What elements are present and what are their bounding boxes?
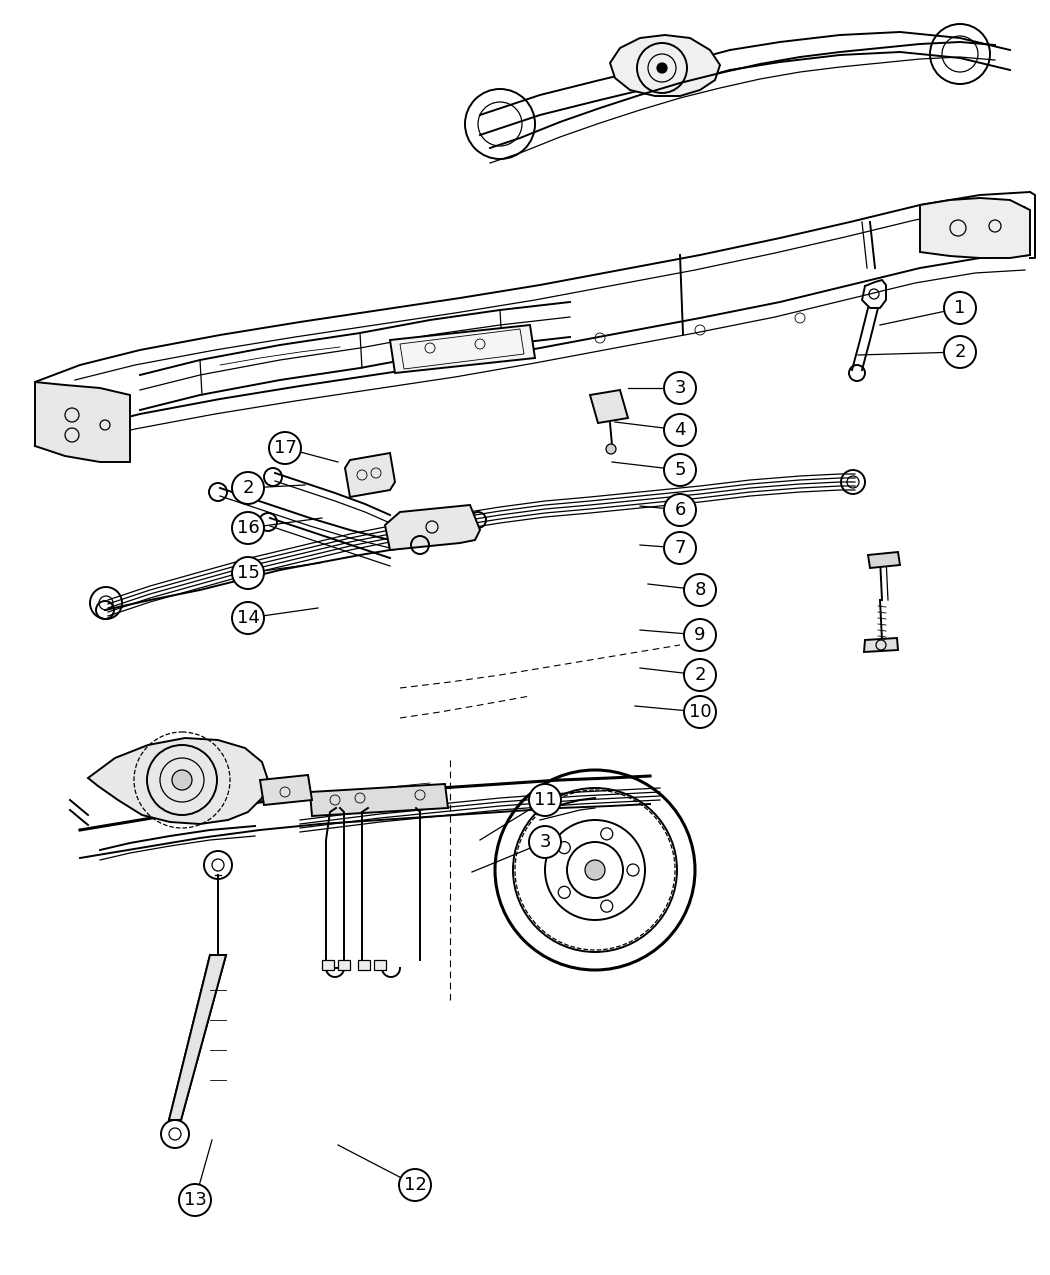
Text: 13: 13	[184, 1191, 207, 1209]
Circle shape	[657, 62, 667, 73]
Circle shape	[684, 659, 716, 691]
Circle shape	[172, 770, 192, 790]
Polygon shape	[88, 738, 268, 824]
Circle shape	[232, 557, 264, 589]
Polygon shape	[35, 382, 130, 462]
Bar	[338, 960, 350, 970]
Polygon shape	[310, 784, 448, 816]
Circle shape	[664, 532, 696, 564]
Polygon shape	[590, 390, 628, 423]
Text: 2: 2	[694, 666, 706, 683]
Text: 3: 3	[540, 833, 551, 850]
Circle shape	[585, 861, 605, 880]
Circle shape	[399, 1169, 430, 1201]
Circle shape	[684, 696, 716, 728]
Circle shape	[232, 513, 264, 544]
Circle shape	[559, 886, 570, 899]
Polygon shape	[390, 325, 536, 374]
Text: 7: 7	[674, 539, 686, 557]
Text: 12: 12	[403, 1176, 426, 1193]
Text: 16: 16	[236, 519, 259, 537]
Bar	[374, 960, 386, 970]
Text: 9: 9	[694, 626, 706, 644]
Circle shape	[944, 292, 977, 324]
Text: 17: 17	[274, 439, 296, 456]
Circle shape	[684, 574, 716, 606]
Polygon shape	[385, 505, 480, 550]
Text: 2: 2	[954, 343, 966, 361]
Circle shape	[664, 414, 696, 446]
Circle shape	[232, 602, 264, 634]
Circle shape	[684, 618, 716, 652]
Text: 11: 11	[533, 790, 556, 810]
Circle shape	[559, 842, 570, 854]
Polygon shape	[610, 34, 720, 96]
Text: 6: 6	[674, 501, 686, 519]
Polygon shape	[864, 638, 898, 652]
Bar	[358, 960, 370, 970]
Text: 1: 1	[954, 300, 966, 317]
Polygon shape	[345, 453, 395, 497]
Circle shape	[664, 493, 696, 527]
Bar	[50, 430, 75, 440]
Text: 3: 3	[674, 379, 686, 397]
Circle shape	[269, 432, 301, 464]
Polygon shape	[169, 955, 226, 1119]
Text: 4: 4	[674, 421, 686, 439]
Circle shape	[944, 337, 977, 368]
Circle shape	[529, 826, 561, 858]
Text: 8: 8	[694, 581, 706, 599]
Circle shape	[178, 1184, 211, 1216]
Text: 2: 2	[243, 479, 254, 497]
Circle shape	[601, 827, 613, 840]
Circle shape	[627, 864, 639, 876]
Circle shape	[664, 454, 696, 486]
Circle shape	[606, 444, 616, 454]
Circle shape	[601, 900, 613, 912]
Polygon shape	[868, 552, 900, 567]
Circle shape	[529, 784, 561, 816]
Bar	[322, 960, 334, 970]
Text: 15: 15	[236, 564, 259, 581]
Bar	[50, 405, 75, 417]
Text: 5: 5	[674, 462, 686, 479]
Text: 14: 14	[236, 609, 259, 627]
Polygon shape	[260, 775, 312, 805]
Circle shape	[232, 472, 264, 504]
Circle shape	[664, 372, 696, 404]
Text: 10: 10	[689, 703, 711, 720]
Polygon shape	[920, 198, 1030, 258]
